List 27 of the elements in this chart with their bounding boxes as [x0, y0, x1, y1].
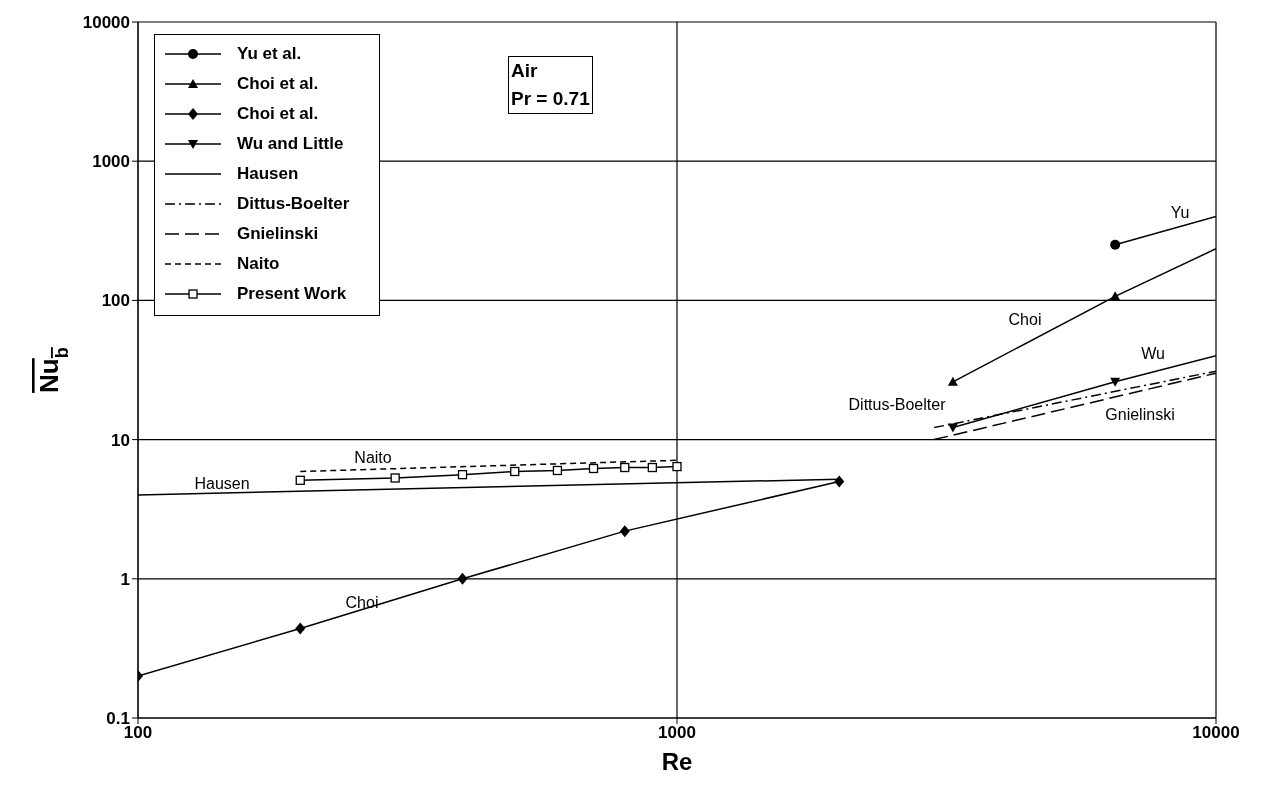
legend-label: Choi et al.	[237, 104, 319, 124]
annotation: Dittus-Boelter	[848, 396, 946, 414]
annotation: Gnielinski	[1105, 406, 1175, 424]
annotation: Air	[511, 59, 539, 83]
legend-label: Present Work	[237, 284, 347, 304]
legend-label: Hausen	[237, 164, 299, 184]
legend-label: Yu et al.	[237, 44, 302, 64]
annotation: Choi	[1008, 311, 1042, 329]
annotation: Pr = 0.71	[511, 87, 590, 111]
annotation: Wu	[1141, 345, 1165, 363]
x-tick-label: 1000	[658, 723, 696, 743]
legend-label: Naito	[237, 254, 280, 274]
legend-label: Gnielinski	[237, 224, 319, 244]
y-tick-label: 1000	[92, 152, 130, 172]
x-tick-label: 10000	[1192, 723, 1240, 743]
annotation: Hausen	[194, 475, 250, 493]
y-tick-label: 100	[101, 291, 130, 311]
y-tick-label: 10	[111, 430, 130, 450]
legend-label: Choi et al.	[237, 74, 319, 94]
y-tick-label: 1	[120, 569, 130, 589]
annotation: Yu	[1170, 204, 1190, 222]
annotation: Choi	[345, 594, 379, 612]
legend-label: Dittus-Boelter	[237, 194, 350, 214]
legend-label: Wu and Little	[237, 134, 344, 154]
x-axis-title: Re	[661, 748, 693, 775]
annotation: Naito	[354, 449, 392, 467]
y-tick-label: 10000	[82, 13, 130, 33]
